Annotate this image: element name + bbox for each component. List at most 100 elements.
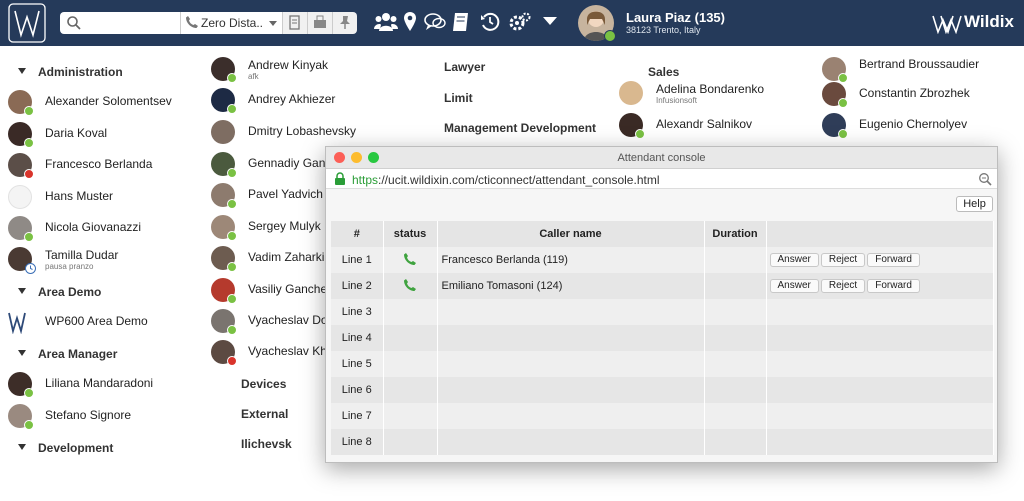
user-location: 38123 Trento, Italy: [626, 25, 701, 35]
table-row[interactable]: Line 1 Francesco Berlanda (119) Answer Re…: [331, 247, 994, 273]
contact-item[interactable]: Alexandr Salnikov: [619, 113, 799, 139]
contact-item[interactable]: Hans Muster: [8, 185, 198, 211]
presence-online-icon: [604, 30, 616, 42]
window-title-bar[interactable]: Attendant console: [326, 147, 997, 169]
attendant-console-window: Attendant console https://ucit.wildixin.…: [325, 146, 998, 463]
group-administration[interactable]: Administration: [18, 65, 123, 79]
avatar: [619, 81, 643, 105]
group-sales[interactable]: Sales: [648, 65, 680, 79]
presence-online-icon: [227, 294, 237, 304]
contact-item[interactable]: Vadim Zaharki: [211, 246, 325, 272]
pin-button[interactable]: [332, 12, 357, 34]
table-row[interactable]: Line 3: [331, 299, 994, 325]
presence-online-icon: [227, 73, 237, 83]
fax-button[interactable]: [307, 12, 332, 34]
table-row[interactable]: Line 5: [331, 351, 994, 377]
history-icon[interactable]: [480, 12, 500, 32]
group-area-manager[interactable]: Area Manager: [18, 347, 117, 361]
user-name: Laura Piaz (135): [626, 10, 725, 25]
brand-name: Wildix: [964, 12, 1014, 31]
group-ilichevsk[interactable]: Ilichevsk: [241, 437, 292, 451]
contact-item[interactable]: Daria Koval: [8, 122, 198, 148]
phone-ringing-icon: [404, 278, 416, 291]
transfer-icon: [289, 15, 300, 30]
expand-triangle-icon: [18, 288, 26, 294]
answer-button[interactable]: Answer: [769, 253, 819, 267]
notes-icon[interactable]: [452, 12, 470, 32]
contact-item[interactable]: Francesco Berlanda: [8, 153, 198, 179]
contact-item[interactable]: Dmitry Lobashevsky: [211, 120, 371, 146]
table-row[interactable]: Line 6: [331, 377, 994, 403]
contact-item[interactable]: Constantin Zbrozhek: [822, 82, 1012, 108]
avatar[interactable]: [578, 5, 614, 41]
contact-item[interactable]: Gennadiy Gan: [211, 152, 325, 178]
contact-item[interactable]: Tamilla Dudar pausa pranzo: [8, 247, 198, 274]
contact-item[interactable]: Stefano Signore: [8, 404, 198, 430]
group-limit[interactable]: Limit: [444, 91, 473, 105]
group-management-development[interactable]: Management Development: [444, 121, 597, 135]
contact-item[interactable]: Alexander Solomentsev: [8, 90, 198, 116]
transfer-button[interactable]: [282, 12, 307, 34]
forward-button[interactable]: Forward: [867, 253, 920, 267]
reject-button[interactable]: Reject: [820, 279, 866, 293]
maximize-window-icon[interactable]: [368, 152, 379, 163]
table-header: # status Caller name Duration: [331, 221, 994, 247]
presence-online-icon: [24, 106, 34, 116]
expand-triangle-icon: [18, 444, 26, 450]
group-development[interactable]: Development: [18, 441, 113, 455]
help-button[interactable]: Help: [956, 196, 993, 212]
contact-item[interactable]: Bertrand Broussaudier: [822, 57, 1012, 83]
group-devices[interactable]: Devices: [241, 377, 287, 391]
contact-item[interactable]: Nicola Giovanazzi: [8, 216, 198, 242]
contact-item[interactable]: Pavel Yadvich: [211, 183, 325, 209]
users-icon[interactable]: [374, 11, 398, 33]
location-icon[interactable]: [404, 12, 416, 32]
contact-item[interactable]: Liliana Mandaradoni: [8, 372, 198, 398]
contact-item[interactable]: Sergey Mulyk: [211, 215, 325, 241]
presence-online-icon: [838, 73, 848, 83]
col-header-status: status: [383, 221, 438, 247]
dial-mode-value: Zero Dista...: [201, 16, 263, 30]
table-row[interactable]: Line 2 Emiliano Tomasoni (124) Answer Rej…: [331, 273, 994, 299]
lock-icon: [335, 172, 345, 185]
chat-icon[interactable]: [424, 13, 446, 31]
col-header-number: #: [331, 221, 384, 247]
answer-button[interactable]: Answer: [769, 279, 819, 293]
presence-online-icon: [227, 325, 237, 335]
url-bar[interactable]: https://ucit.wildixin.com/cticonnect/att…: [326, 169, 997, 189]
contact-item[interactable]: Vyacheslav Do: [211, 309, 325, 335]
window-title: Attendant console: [617, 152, 706, 164]
contact-item[interactable]: Andrey Akhiezer: [211, 88, 371, 114]
contact-item[interactable]: Vyacheslav Kh: [211, 340, 325, 366]
table-row[interactable]: Line 7: [331, 403, 994, 429]
presence-online-icon: [838, 129, 848, 139]
contact-item[interactable]: Andrew Kinyak afk: [211, 57, 331, 83]
presence-online-icon: [838, 98, 848, 108]
dropdown-icon[interactable]: [543, 17, 557, 26]
close-window-icon[interactable]: [334, 152, 345, 163]
group-area-demo[interactable]: Area Demo: [18, 285, 101, 299]
phone-ringing-icon: [404, 252, 416, 265]
contact-item[interactable]: Adelina Bondarenko Infusionsoft: [619, 81, 799, 107]
zoom-icon[interactable]: [978, 172, 992, 186]
group-lawyer[interactable]: Lawyer: [444, 60, 486, 74]
fax-icon: [314, 15, 326, 28]
col-header-caller: Caller name: [437, 221, 705, 247]
presence-online-icon: [635, 129, 645, 139]
wildix-logo-icon[interactable]: [8, 3, 46, 43]
duration-cell: [704, 273, 767, 299]
reject-button[interactable]: Reject: [820, 253, 866, 267]
presence-online-icon: [227, 231, 237, 241]
forward-button[interactable]: Forward: [867, 279, 920, 293]
lines-table: # status Caller name Duration Line 1 Fra…: [331, 221, 994, 455]
minimize-window-icon[interactable]: [351, 152, 362, 163]
settings-icon[interactable]: [508, 11, 532, 33]
contact-item[interactable]: WP600 Area Demo: [8, 310, 198, 336]
contact-item[interactable]: Eugenio Chernolyev: [822, 113, 1012, 139]
contact-item[interactable]: Vasiliy Ganche: [211, 278, 325, 304]
table-row[interactable]: Line 8: [331, 429, 994, 455]
dial-mode-select[interactable]: Zero Dista...: [180, 12, 282, 34]
table-row[interactable]: Line 4: [331, 325, 994, 351]
search-input[interactable]: [60, 12, 180, 34]
group-external[interactable]: External: [241, 407, 289, 421]
